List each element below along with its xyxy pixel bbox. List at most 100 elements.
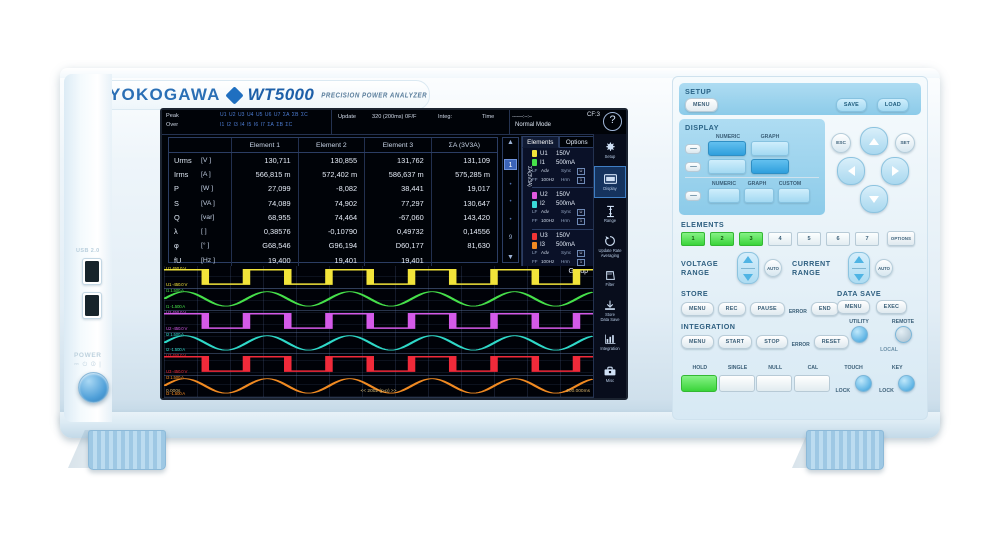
integration-stop-button[interactable]: STOP xyxy=(756,335,788,349)
page-up-icon[interactable]: ▲ xyxy=(507,139,514,146)
nav-left-button[interactable] xyxy=(837,157,865,185)
current-auto-button[interactable]: AUTO xyxy=(875,259,893,277)
display-row3-custom-button[interactable] xyxy=(778,188,810,203)
usb-port-1[interactable] xyxy=(82,258,102,285)
setup-menu-button[interactable]: MENU xyxy=(685,98,718,112)
page-last[interactable]: 9 xyxy=(508,234,513,241)
table-row[interactable]: Urms [V ] 130,711 130,855 131,762 131,109 xyxy=(169,152,497,168)
data-save-menu-button[interactable]: MENU xyxy=(837,300,870,314)
status-flag: U3 xyxy=(237,112,245,118)
display-row3-numeric-button[interactable] xyxy=(708,188,740,203)
toolbar-item-display[interactable]: Display xyxy=(594,166,626,198)
element-channel-row[interactable]: I2 500mA xyxy=(532,200,594,209)
table-col-header: ΣA (3V3A) xyxy=(430,138,497,153)
remote-button[interactable] xyxy=(894,326,912,343)
display-row3-toggle[interactable] xyxy=(685,190,701,201)
usb-port-2[interactable] xyxy=(82,292,102,319)
element-group[interactable]: U2 150V I2 500mA LF Adv Sync U FF 100Hz Hrm 1 xyxy=(532,189,594,227)
current-range-stepper[interactable] xyxy=(848,252,870,284)
display-row1-toggle[interactable] xyxy=(685,143,701,154)
display-row2-numeric-button[interactable] xyxy=(708,159,746,174)
table-row[interactable]: fU [Hz ] 19,400 19,401 19,401 xyxy=(169,253,497,268)
toolbar-item-bar-chart[interactable]: Integration xyxy=(594,326,626,358)
page-down-icon[interactable]: ▼ xyxy=(507,253,514,261)
display-row2-toggle[interactable] xyxy=(685,161,701,172)
over-flags: I1 I2 I3 I4 I5 I6 I7 ΣA ΣB ΣC xyxy=(220,122,331,128)
voltage-auto-button[interactable]: AUTO xyxy=(764,259,782,277)
voltage-range-stepper[interactable] xyxy=(737,252,759,284)
toolbar-item-store[interactable]: Store Data Save xyxy=(594,294,626,326)
waveform-divider xyxy=(164,331,593,333)
display-icon xyxy=(603,172,617,186)
element-button-5[interactable]: 5 xyxy=(797,231,821,246)
store-menu-button[interactable]: MENU xyxy=(681,302,714,316)
tab-options[interactable]: Options xyxy=(558,136,595,148)
element-channel-row[interactable]: U2 150V xyxy=(532,191,594,200)
status-flag: ΣA xyxy=(282,112,290,118)
set-button[interactable]: SET xyxy=(895,133,915,153)
table-row[interactable]: Q [var] 68,955 74,464 -67,060 143,420 xyxy=(169,210,497,225)
power-button[interactable] xyxy=(78,372,109,403)
esc-button[interactable]: ESC xyxy=(831,133,851,153)
touch-lock-button[interactable] xyxy=(854,375,872,392)
toolbar-item-refresh[interactable]: Update Rate Averaging xyxy=(594,230,626,262)
nav-up-button[interactable] xyxy=(860,127,888,155)
cal-button[interactable] xyxy=(794,375,831,392)
element-group[interactable]: U1 150V I1 500mA LF Adv Sync U FF 100Hz Hrm 1 xyxy=(532,148,594,186)
table-row[interactable]: φ [° ] G68,546 G96,194 D60,177 81,630 xyxy=(169,238,497,254)
tab-elements[interactable]: Elements xyxy=(522,136,559,148)
element-button-7[interactable]: 7 xyxy=(855,231,879,246)
toolbar-item-range[interactable]: Range xyxy=(594,198,626,230)
single-button[interactable] xyxy=(718,375,755,392)
page-scrollbar[interactable]: ▲ 1 • • • 9 ▼ xyxy=(502,137,519,263)
integration-menu-button[interactable]: MENU xyxy=(681,335,714,349)
row-value: 566,815 m xyxy=(231,167,299,182)
row-value: 143,420 xyxy=(430,210,497,225)
element-button-3[interactable]: 3 xyxy=(739,231,763,246)
key-lock-button[interactable] xyxy=(898,375,916,392)
display-row1-numeric-button[interactable] xyxy=(708,141,746,156)
nav-down-button[interactable] xyxy=(860,185,888,213)
toolbar-item-toolbox[interactable]: Misc xyxy=(594,358,626,390)
store-pause-button[interactable]: PAUSE xyxy=(749,302,785,316)
setup-load-button[interactable]: LOAD xyxy=(876,98,909,112)
table-row[interactable]: S [VA ] 74,089 74,902 77,297 130,647 xyxy=(169,195,497,211)
page-current[interactable]: 1 xyxy=(504,159,517,171)
table-row[interactable]: P [W ] 27,099 -8,082 38,441 19,017 xyxy=(169,181,497,196)
display-row2-graph-button[interactable] xyxy=(751,159,789,174)
elements-options-button[interactable]: OPTIONS xyxy=(887,231,915,246)
element-button-2[interactable]: 2 xyxy=(710,231,734,246)
help-icon[interactable]: ? xyxy=(603,112,622,131)
hold-button[interactable] xyxy=(681,375,717,392)
setup-save-button[interactable]: SAVE xyxy=(835,98,867,112)
measurement-table: Element 1 Element 2 Element 3 ΣA (3V3A) Urm… xyxy=(169,138,497,282)
element-channel-row[interactable]: U1 150V xyxy=(532,149,594,158)
utility-button[interactable] xyxy=(850,326,868,343)
element-button-6[interactable]: 6 xyxy=(826,231,850,246)
store-end-button[interactable]: END xyxy=(810,302,839,316)
null-button[interactable] xyxy=(756,375,793,392)
element-channel-row[interactable]: I1 500mA xyxy=(532,158,594,167)
row-symbol: Q xyxy=(174,212,180,222)
toolbar-item-gear[interactable]: Setup xyxy=(594,134,626,166)
element-button-1[interactable]: 1 xyxy=(681,231,705,246)
display-col-numeric-label: NUMERIC xyxy=(715,134,741,140)
table-row[interactable]: λ [ ] 0,38576 -0,10790 0,49732 0,14556 xyxy=(169,224,497,239)
store-rec-button[interactable]: REC xyxy=(717,302,746,316)
element-filter-row: FF 100Hz Hrm 1 xyxy=(532,176,594,185)
element-channel-row[interactable]: I3 500mA xyxy=(532,241,594,250)
toolbar-item-filter[interactable]: Filter xyxy=(594,262,626,294)
table-row[interactable]: Irms [A ] 566,815 m 572,402 m 586,637 m 575,2… xyxy=(169,167,497,182)
integration-reset-button[interactable]: RESET xyxy=(813,335,849,349)
display-row3-graph-button[interactable] xyxy=(744,188,774,203)
crest-factor-label: CF:3 xyxy=(586,112,600,118)
element-button-4[interactable]: 4 xyxy=(768,231,792,246)
status-flag: U4 xyxy=(246,112,254,118)
display-row1-graph-button[interactable] xyxy=(751,141,789,156)
element-filter-row: FF 100Hz Hrm 1 xyxy=(532,218,594,227)
nav-right-button[interactable] xyxy=(881,157,909,185)
data-save-exec-button[interactable]: EXEC xyxy=(875,300,908,314)
element-channel-row[interactable]: U3 150V xyxy=(532,232,594,241)
integration-start-button[interactable]: START xyxy=(717,335,753,349)
element-group[interactable]: U3 150V I3 500mA LF Adv Sync U FF 100Hz Hrm 1 xyxy=(532,231,594,269)
